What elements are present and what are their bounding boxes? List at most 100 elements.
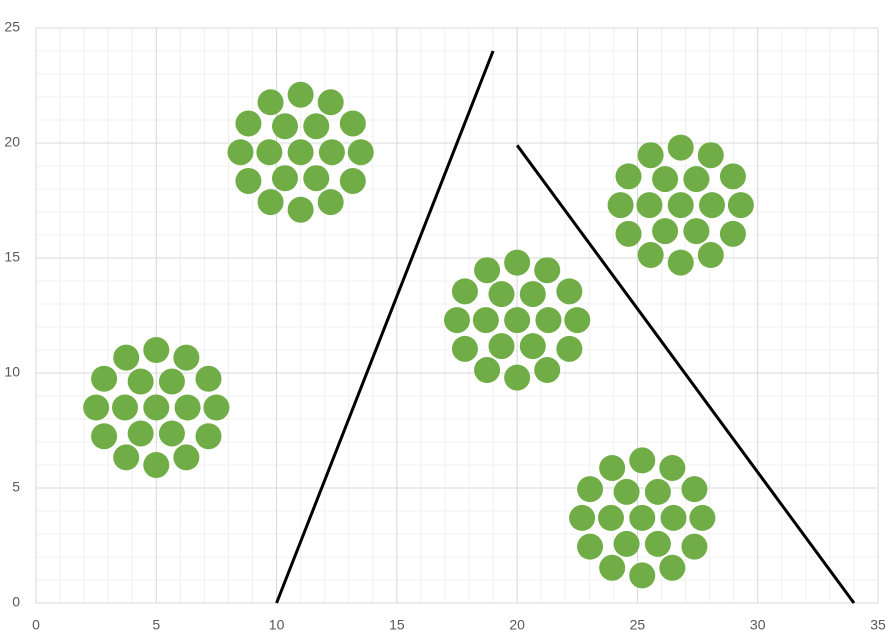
data-point [637, 142, 664, 169]
x-tick-label: 15 [389, 617, 405, 633]
data-point [127, 420, 154, 447]
data-point [599, 454, 626, 481]
x-tick-label: 0 [32, 617, 40, 633]
data-point [556, 278, 583, 305]
data-point [112, 394, 139, 421]
data-point [339, 167, 366, 194]
data-point [629, 504, 656, 531]
data-point [535, 307, 562, 334]
data-point [256, 139, 283, 166]
data-point [444, 307, 470, 334]
x-tick-label: 25 [630, 617, 646, 633]
data-point [599, 554, 626, 581]
data-point [615, 220, 642, 247]
data-point [681, 533, 708, 560]
data-point [636, 192, 663, 219]
data-point [317, 189, 344, 216]
data-point [235, 167, 262, 194]
data-point [660, 504, 687, 531]
data-point [689, 504, 716, 531]
data-point [174, 394, 201, 421]
data-point [173, 344, 200, 371]
data-point [504, 364, 531, 391]
data-point [317, 89, 344, 116]
data-point [613, 530, 640, 557]
data-point [195, 423, 222, 450]
data-point [681, 476, 708, 503]
data-point [318, 139, 345, 166]
data-point [719, 220, 746, 247]
data-point [719, 163, 746, 190]
data-point [347, 139, 374, 166]
data-point [564, 307, 591, 334]
data-point [667, 192, 694, 219]
data-point [637, 242, 664, 269]
data-point [488, 333, 515, 360]
data-point [699, 192, 726, 219]
data-point [474, 257, 501, 284]
data-point [257, 89, 284, 116]
data-point [158, 368, 185, 395]
data-point [577, 476, 604, 503]
data-point [659, 554, 686, 581]
x-tick-label: 35 [870, 617, 886, 633]
data-point [143, 394, 170, 421]
data-point [271, 165, 298, 192]
data-point [451, 278, 478, 305]
data-point [474, 357, 501, 384]
data-point [271, 113, 298, 140]
data-point [577, 533, 604, 560]
data-point [727, 192, 754, 219]
data-point [607, 192, 634, 219]
x-tick-label: 10 [269, 617, 285, 633]
y-tick-label: 15 [4, 249, 20, 265]
line [515, 144, 856, 604]
data-point [83, 394, 110, 421]
data-point [451, 335, 478, 362]
data-point [667, 249, 694, 276]
data-point [667, 134, 694, 161]
data-point [303, 113, 330, 140]
data-point [287, 81, 314, 108]
data-point [697, 242, 724, 269]
data-point [339, 110, 366, 137]
data-point [143, 337, 170, 363]
data-point [534, 357, 561, 384]
data-point [227, 139, 254, 166]
data-point [644, 478, 671, 505]
data-point [303, 165, 330, 192]
x-tick-label: 20 [509, 617, 525, 633]
y-tick-label: 5 [12, 479, 20, 495]
data-point [597, 504, 624, 531]
data-point [257, 189, 284, 216]
data-point [472, 307, 499, 334]
data-point [652, 166, 679, 193]
x-tick-label: 30 [750, 617, 766, 633]
data-point [91, 365, 118, 392]
data-point [158, 420, 185, 447]
data-point [613, 478, 640, 505]
data-point [519, 333, 546, 360]
data-point [127, 368, 154, 395]
data-point [683, 218, 710, 245]
data-point [91, 423, 118, 450]
y-tick-label: 0 [12, 594, 20, 610]
data-point [534, 257, 561, 284]
data-point [235, 110, 262, 137]
data-point [113, 344, 140, 371]
x-tick-label: 5 [152, 617, 160, 633]
data-point [519, 281, 546, 308]
data-point [203, 394, 230, 421]
data-point [644, 530, 671, 557]
line [275, 50, 495, 604]
data-point [504, 249, 531, 276]
data-point [569, 504, 596, 531]
data-point [697, 142, 724, 169]
data-point [652, 218, 679, 245]
data-point [287, 196, 314, 223]
data-point [615, 163, 642, 190]
data-point [143, 452, 170, 478]
y-tick-label: 10 [4, 364, 20, 380]
data-point [659, 454, 686, 481]
